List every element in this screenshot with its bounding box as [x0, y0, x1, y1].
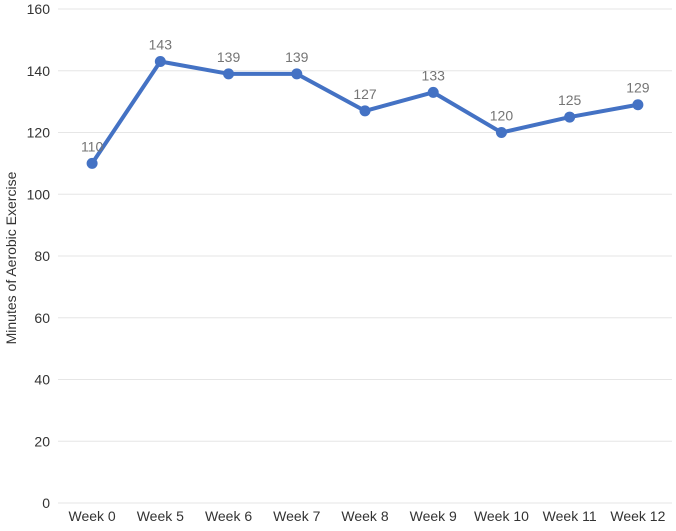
data-point-label: 125: [558, 92, 582, 108]
y-tick-label: 20: [34, 433, 50, 449]
data-point-label: 133: [422, 67, 446, 83]
y-tick-label: 100: [27, 186, 51, 202]
x-tick-label: Week 9: [410, 508, 457, 524]
y-tick-label: 80: [34, 248, 50, 264]
data-point-label: 139: [285, 49, 309, 65]
y-tick-label: 0: [42, 495, 50, 511]
y-tick-label: 60: [34, 310, 50, 326]
x-tick-label: Week 12: [610, 508, 665, 524]
data-point-label: 129: [626, 80, 650, 96]
data-point-label: 110: [81, 138, 104, 154]
x-tick-label: Week 11: [543, 508, 597, 524]
data-point-marker: [632, 99, 644, 111]
x-axis-tick-labels: Week 0 Week 5 Week 6 Week 7 Week 8 Week 9 Week…: [69, 508, 666, 524]
data-point-marker: [154, 55, 166, 67]
y-tick-label: 140: [27, 63, 51, 79]
y-tick-label: 120: [27, 125, 51, 141]
data-point-marker: [427, 86, 439, 98]
data-series: [86, 55, 644, 169]
data-point-marker: [564, 111, 576, 123]
y-axis-tick-labels: 0 20 40 60 80 100 120 140 160: [27, 1, 51, 511]
data-point-label: 139: [217, 49, 241, 65]
x-tick-label: Week 10: [474, 508, 529, 524]
y-axis-title: Minutes of Aerobic Exercise: [3, 171, 19, 344]
x-tick-label: Week 8: [341, 508, 388, 524]
data-point-marker: [359, 105, 371, 117]
data-point-marker: [223, 68, 235, 80]
x-tick-label: Week 7: [273, 508, 320, 524]
data-point-marker: [291, 68, 303, 80]
data-point-label: 143: [149, 36, 173, 52]
x-tick-label: Week 5: [137, 508, 184, 524]
y-tick-label: 160: [27, 1, 51, 17]
data-point-marker: [495, 127, 507, 138]
gridlines: [58, 8, 672, 504]
x-tick-label: Week 6: [205, 508, 252, 524]
y-tick-label: 40: [34, 372, 50, 388]
data-point-labels: 110 143 139 139 127 133 120 125 129: [81, 36, 650, 154]
x-tick-label: Week 0: [69, 508, 116, 524]
data-point-label: 120: [490, 108, 514, 124]
data-point-label: 127: [353, 86, 377, 102]
data-point-marker: [86, 157, 98, 169]
